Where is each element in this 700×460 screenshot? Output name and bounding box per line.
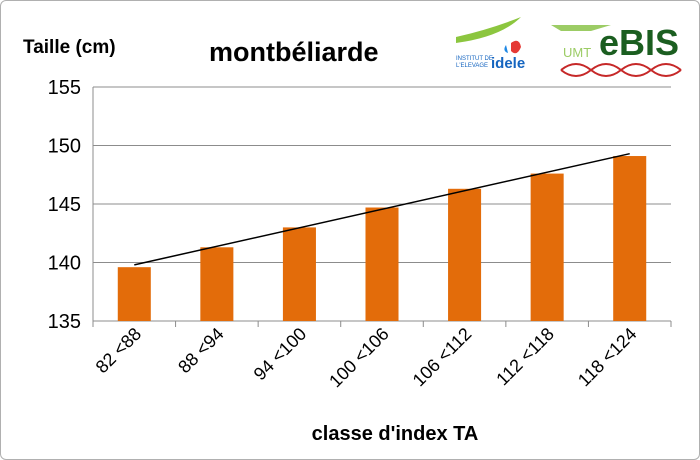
x-tick-label: 106 <112 bbox=[409, 324, 476, 391]
x-tick-label: 94 <100 bbox=[250, 324, 311, 385]
idele-swoosh-icon bbox=[456, 17, 521, 43]
y-tick-label: 150 bbox=[48, 136, 81, 158]
bar bbox=[365, 207, 399, 321]
svg-text:UMT: UMT bbox=[563, 45, 591, 60]
y-tick-label: 145 bbox=[48, 194, 81, 216]
bar bbox=[282, 227, 316, 321]
x-tick-label: 88 <94 bbox=[174, 324, 227, 377]
chart-title: montbéliarde bbox=[209, 37, 379, 67]
svg-text:INSTITUT DE: INSTITUT DE bbox=[456, 56, 493, 62]
bar-chart: 135 140 145 150 155 82 <88 88 <94 94 <100 100 <1… bbox=[48, 77, 672, 392]
logos: INSTITUT DE L'ELEVAGE idele UMT eBIS bbox=[451, 15, 691, 90]
bar bbox=[200, 247, 234, 321]
trendline bbox=[134, 152, 630, 266]
bar bbox=[117, 267, 151, 321]
x-tick-label: 100 <106 bbox=[325, 324, 393, 392]
dna-icon bbox=[560, 63, 682, 77]
svg-text:eBIS: eBIS bbox=[599, 22, 679, 63]
bar bbox=[613, 156, 647, 321]
bar bbox=[530, 173, 564, 321]
y-tick-label: 140 bbox=[48, 253, 81, 275]
y-axis-label: Taille (cm) bbox=[23, 37, 116, 58]
svg-text:L'ELEVAGE: L'ELEVAGE bbox=[456, 63, 488, 69]
bar bbox=[448, 188, 482, 321]
y-tick-label: 155 bbox=[48, 77, 81, 99]
svg-text:idele: idele bbox=[491, 55, 525, 72]
x-tick-label: 82 <88 bbox=[92, 324, 145, 377]
y-tick-label: 135 bbox=[48, 311, 81, 333]
logo-idele-umt-ebis: INSTITUT DE L'ELEVAGE idele UMT eBIS bbox=[456, 17, 682, 77]
x-tick-label: 112 <118 bbox=[492, 324, 558, 390]
x-axis-label: classe d'index TA bbox=[311, 423, 479, 445]
x-tick-label: 118 <124 bbox=[574, 324, 641, 391]
